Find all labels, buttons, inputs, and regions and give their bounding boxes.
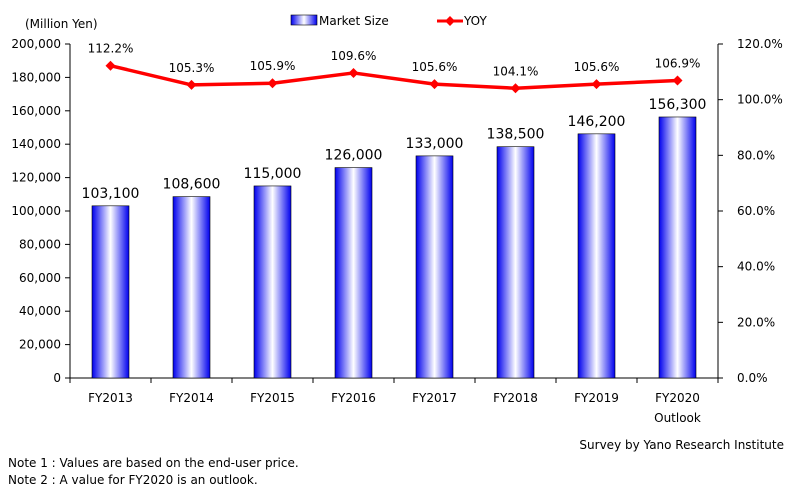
y-tick-label: 160,000 [11, 104, 61, 118]
y-tick-label: 120,000 [11, 171, 61, 185]
y-tick-label: 40,000 [19, 304, 61, 318]
yoy-label-bg [571, 59, 622, 75]
x-tick-label: FY2016 [331, 391, 376, 405]
y-tick-label: 140,000 [11, 137, 61, 151]
bar-value-label: 146,200 [568, 114, 626, 130]
y-tick-label: 100,000 [11, 204, 61, 218]
yoy-label-bg [490, 63, 541, 79]
bar-market-size [496, 146, 535, 379]
y2-tick-label: 100.0% [737, 93, 783, 107]
legend-swatch-market-size [290, 14, 318, 26]
yoy-point [186, 79, 197, 90]
yoy-point [591, 79, 602, 90]
bar-market-size [415, 155, 454, 379]
yoy-label-bg [409, 59, 460, 75]
yoy-value-label: 105.9% [250, 59, 296, 73]
x-tick-label: FY2020 [655, 391, 700, 405]
y2-tick-label: 120.0% [737, 37, 783, 51]
x-tick-label: FY2013 [88, 391, 133, 405]
legend-label-market-size: Market Size [319, 14, 389, 28]
y2-tick-label: 0.0% [737, 371, 768, 385]
bar-value-label: 103,100 [82, 186, 140, 202]
yoy-value-label: 105.3% [169, 61, 215, 75]
bar-market-size [658, 116, 697, 379]
yoy-point [429, 79, 440, 90]
bar-market-size [172, 196, 211, 379]
y-tick-label: 0 [53, 371, 61, 385]
note-2: Note 2 : A value for FY2020 is an outloo… [8, 473, 258, 487]
legend: Market Size YOY [290, 14, 487, 28]
x-tick-label: FY2019 [574, 391, 619, 405]
yoy-point [672, 75, 683, 86]
y-tick-label: 200,000 [11, 37, 61, 51]
yoy-point [348, 67, 359, 78]
bar-market-size [253, 185, 292, 379]
y-tick-label: 180,000 [11, 70, 61, 84]
bar-value-label: 133,000 [406, 136, 464, 152]
y2-tick-label: 40.0% [737, 260, 775, 274]
y2-tick-label: 60.0% [737, 204, 775, 218]
y-tick-label: 20,000 [19, 338, 61, 352]
yoy-value-label: 105.6% [574, 60, 620, 74]
plot-area: 0 20,000 40,000 60,000 80,000 100,000 120,000 1… [11, 37, 782, 425]
yoy-value-label: 106.9% [655, 56, 701, 70]
x-tick-label: FY2018 [493, 391, 538, 405]
bar-market-size [577, 133, 616, 379]
bar-value-label: 108,600 [163, 177, 221, 193]
y-tick-label: 80,000 [19, 237, 61, 251]
y2-tick-label: 80.0% [737, 148, 775, 162]
yoy-label-bg [247, 58, 298, 74]
x-tick-sublabel: Outlook [654, 411, 701, 425]
yoy-line [110, 64, 678, 91]
yoy-value-label: 112.2% [88, 42, 134, 56]
legend-swatch-yoy-marker [445, 16, 455, 26]
source-credit: Survey by Yano Research Institute [579, 438, 784, 452]
y-axis-title: (Million Yen) [25, 17, 98, 31]
x-tick-label: FY2017 [412, 391, 457, 405]
yoy-value-label: 109.6% [331, 49, 377, 63]
y2-tick-label: 20.0% [737, 315, 775, 329]
yoy-value-label: 105.6% [412, 60, 458, 74]
bar-value-label: 115,000 [244, 166, 302, 182]
yoy-label-bg [652, 55, 703, 71]
bar-market-size [334, 167, 373, 379]
bar-value-label: 126,000 [325, 148, 383, 164]
bar-value-label: 138,500 [487, 127, 545, 143]
yoy-value-label: 104.1% [493, 64, 539, 78]
legend-label-yoy: YOY [463, 14, 487, 28]
yoy-point [510, 83, 521, 94]
bar-market-size [91, 205, 130, 379]
yoy-label-bg [328, 47, 379, 63]
market-size-chart: Market Size YOY (Million Yen) 0 20,000 40,… [11, 14, 782, 425]
x-tick-label: FY2014 [169, 391, 214, 405]
yoy-label-bg [166, 59, 217, 75]
x-tick-label: FY2015 [250, 391, 295, 405]
y-tick-label: 60,000 [19, 271, 61, 285]
yoy-point [267, 78, 278, 89]
yoy-point [105, 60, 116, 71]
bar-value-label: 156,300 [649, 97, 707, 113]
yoy-label-bg [85, 40, 136, 56]
note-1: Note 1 : Values are based on the end-use… [8, 456, 299, 470]
